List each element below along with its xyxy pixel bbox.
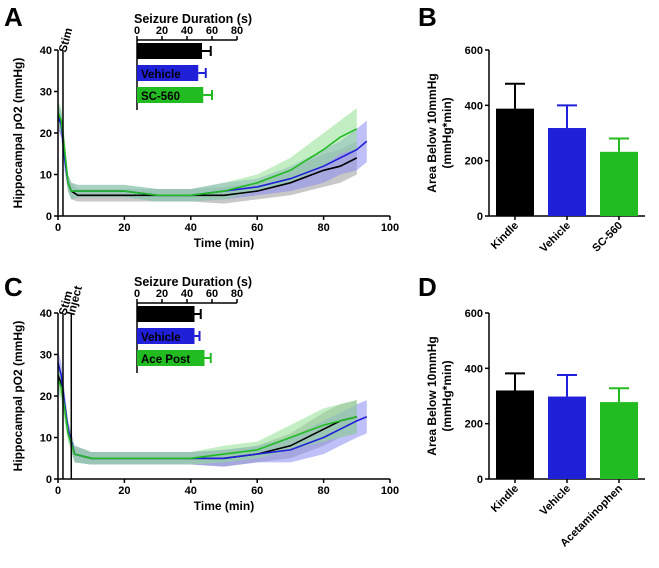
x-tick-label: 100: [381, 485, 399, 497]
x-tick-label: 60: [251, 485, 263, 497]
bar-kindle: [496, 108, 534, 216]
inset-bar-kindle: [137, 306, 195, 322]
y-tick-label: 0: [477, 474, 483, 486]
inset-bar-vehicle: [137, 65, 199, 81]
y-tick-label: 20: [40, 391, 52, 403]
panel-b-bar-chart: 0 200 400 600 Kindle Vehicle SC-560 Area Below …: [425, 45, 645, 255]
y-tick-label: 0: [46, 474, 52, 486]
annotation-label-stim: Stim: [57, 27, 75, 54]
inset-tick-label: 60: [206, 288, 218, 300]
x-tick-label-kindle: Kindle: [489, 483, 521, 515]
y-tick-label: 200: [465, 419, 483, 431]
inset-tick-label: 40: [181, 288, 193, 300]
inset-bar-label-kindle: Kindle: [141, 47, 176, 59]
y-axis-title: Area Below 10mmHg(mmHg*min): [425, 73, 454, 192]
y-tick-label: 10: [40, 433, 52, 445]
inset-bar-sc-560: [137, 87, 204, 103]
x-tick-label-sc-560: SC-560: [590, 220, 625, 255]
y-tick-label: 400: [465, 100, 483, 112]
inset-tick-label: 20: [156, 288, 168, 300]
inset-tick-label: 0: [134, 25, 140, 37]
inset-title: Seizure Duration (s): [134, 12, 252, 26]
x-tick-label-vehicle: Vehicle: [538, 220, 573, 255]
y-axis-title: Hippocampal pO2 (mmHg): [11, 58, 25, 209]
inset-bar-label-vehicle: Vehicle: [141, 332, 181, 344]
y-tick-label: 10: [40, 170, 52, 182]
x-tick-label: 0: [55, 485, 61, 497]
inset-bar-label-ace-post: Ace Post: [141, 354, 190, 366]
inset-seizure-duration-chart: Seizure Duration (s)0 20 40 60 80 Kindle Vehic…: [134, 275, 252, 373]
inset-bar-label-kindle: Kindle: [141, 310, 176, 322]
bar-acetaminophen: [600, 402, 638, 479]
series-line-sc-560: [57, 112, 358, 197]
inset-bar-label-sc-560: SC-560: [141, 91, 180, 103]
panel-d-letter: D: [418, 272, 437, 302]
y-axis-title-line: Area Below 10mmHg: [425, 73, 439, 192]
bar-sc-560: [600, 151, 638, 216]
bar-vehicle: [548, 396, 586, 479]
series-line-ace-post: [57, 379, 357, 460]
panel-a-line-chart: Stim 0 10 20 30 40 0 20 40 60 80 100 Time (min) Hippo…: [11, 12, 399, 250]
x-tick-label: 40: [185, 222, 197, 234]
inset-tick-label: 40: [181, 25, 193, 37]
inset-tick-label: 80: [231, 288, 243, 300]
inset-bar-vehicle: [137, 328, 195, 344]
panel-a-letter: A: [4, 2, 23, 32]
inset-tick-label: 80: [231, 25, 243, 37]
y-tick-label: 30: [40, 350, 52, 362]
y-tick-label: 0: [477, 211, 483, 223]
y-axis-title-line: Area Below 10mmHg: [425, 336, 439, 455]
bar-vehicle: [548, 128, 586, 216]
y-tick-label: 600: [465, 45, 483, 57]
y-axis-title: Area Below 10mmHg(mmHg*min): [425, 336, 454, 455]
x-tick-label: 100: [381, 222, 399, 234]
y-tick-label: 40: [40, 45, 52, 57]
bar-kindle: [496, 390, 534, 479]
y-tick-label: 40: [40, 308, 52, 320]
x-tick-label: 80: [317, 485, 329, 497]
inset-tick-label: 0: [134, 288, 140, 300]
inset-seizure-duration-chart: Seizure Duration (s)0 20 40 60 80 Kindle Vehic…: [134, 12, 252, 110]
panel-b-letter: B: [418, 2, 437, 32]
y-tick-label: 0: [46, 211, 52, 223]
inset-bar-ace-post: [137, 350, 205, 366]
x-tick-label-kindle: Kindle: [489, 220, 521, 252]
inset-tick-label: 60: [206, 25, 218, 37]
annotation-label-inject: Inject: [66, 284, 85, 316]
x-tick-label: 20: [118, 222, 130, 234]
x-tick-label: 40: [185, 485, 197, 497]
y-tick-label: 600: [465, 308, 483, 320]
x-tick-label: 20: [118, 485, 130, 497]
x-axis-title: Time (min): [194, 236, 254, 250]
series-band-sc-560: [58, 99, 357, 202]
inset-bar-kindle: [137, 43, 202, 59]
x-tick-label: 80: [317, 222, 329, 234]
x-tick-label: 60: [251, 222, 263, 234]
inset-bar-label-vehicle: Vehicle: [141, 69, 181, 81]
panel-c-letter: C: [4, 272, 23, 302]
x-tick-label-vehicle: Vehicle: [538, 483, 573, 518]
x-axis-title: Time (min): [194, 499, 254, 513]
y-axis-title-line: (mmHg*min): [440, 360, 454, 431]
y-tick-label: 30: [40, 87, 52, 99]
y-tick-label: 400: [465, 363, 483, 375]
y-tick-label: 20: [40, 128, 52, 140]
y-axis-title: Hippocampal pO2 (mmHg): [11, 321, 25, 472]
y-axis-title-line: (mmHg*min): [440, 97, 454, 168]
x-tick-label: 0: [55, 222, 61, 234]
inset-tick-label: 20: [156, 25, 168, 37]
y-tick-label: 200: [465, 156, 483, 168]
inset-title: Seizure Duration (s): [134, 275, 252, 289]
